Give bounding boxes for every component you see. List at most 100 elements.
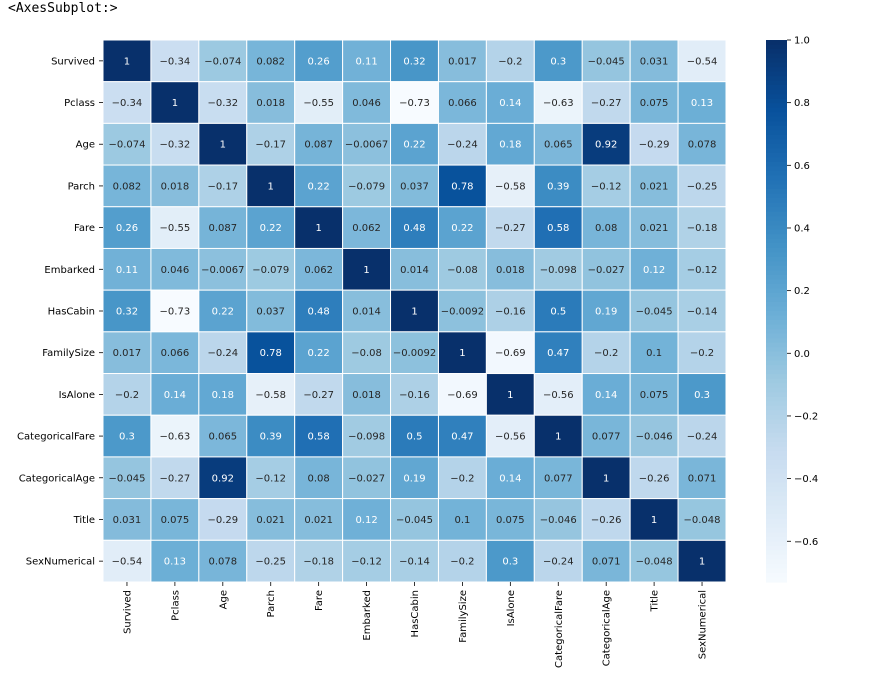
colorbar-segment bbox=[766, 270, 787, 276]
cell-annotation: −0.58 bbox=[495, 181, 526, 192]
colorbar-segment bbox=[766, 563, 787, 570]
cell-annotation: 0.5 bbox=[407, 432, 423, 443]
colorbar-segment bbox=[766, 112, 787, 118]
colorbar-segment bbox=[766, 559, 787, 565]
cell-annotation: −0.048 bbox=[636, 557, 673, 568]
colorbar-segment bbox=[766, 98, 787, 104]
heatmap-cell bbox=[198, 122, 248, 166]
cell-annotation: 0.92 bbox=[595, 140, 617, 151]
cell-annotation: −0.046 bbox=[636, 432, 673, 443]
colorbar-segment bbox=[766, 166, 787, 172]
cell-annotation: 0.22 bbox=[212, 307, 234, 318]
colorbar-segment bbox=[766, 49, 787, 55]
heatmap-cell bbox=[533, 498, 583, 541]
y-tick-label: Embarked bbox=[44, 265, 95, 276]
cell-annotation: 0.071 bbox=[592, 557, 621, 568]
colorbar-segment bbox=[766, 175, 787, 181]
cell-annotation: −0.098 bbox=[540, 265, 577, 276]
cell-annotation: 0.014 bbox=[352, 307, 381, 318]
cell-annotation: −0.12 bbox=[591, 181, 622, 192]
cell-annotation: −0.56 bbox=[543, 390, 574, 401]
heatmap-cell bbox=[294, 122, 344, 166]
colorbar-segment bbox=[766, 220, 787, 226]
colorbar-segment bbox=[766, 577, 787, 583]
heatmap-cell bbox=[581, 247, 631, 291]
heatmap-cell bbox=[485, 39, 535, 83]
colorbar-segment bbox=[766, 527, 787, 533]
cell-annotation: 0.3 bbox=[550, 56, 566, 67]
heatmap-cell bbox=[629, 539, 679, 583]
x-tick-label: Pclass bbox=[170, 590, 181, 621]
colorbar-tick-label: −0.4 bbox=[794, 474, 818, 485]
colorbar-tick-label: 1.0 bbox=[794, 36, 810, 47]
heatmap-cell bbox=[677, 498, 727, 541]
colorbar-segment bbox=[766, 103, 787, 109]
colorbar-segment bbox=[766, 229, 787, 235]
heatmap-cell bbox=[437, 122, 487, 166]
cell-annotation: −0.27 bbox=[591, 98, 622, 109]
colorbar-segment bbox=[766, 496, 787, 502]
x-tick-label: SexNumerical bbox=[698, 590, 709, 659]
heatmap-cell bbox=[102, 456, 152, 500]
cell-annotation: 0.021 bbox=[640, 223, 669, 234]
heatmap-cell bbox=[581, 498, 631, 541]
colorbar-segment bbox=[766, 243, 787, 249]
cell-annotation: −0.2 bbox=[450, 557, 474, 568]
cell-annotation: −0.0092 bbox=[441, 307, 484, 318]
colorbar-segment bbox=[766, 198, 787, 204]
x-tick-label: Title bbox=[650, 590, 661, 612]
cell-annotation: −0.27 bbox=[495, 223, 526, 234]
heatmap-cell bbox=[390, 39, 439, 83]
cell-annotation: 0.11 bbox=[355, 56, 377, 67]
x-tick-label: HasCabin bbox=[410, 590, 421, 637]
y-tick-label: IsAlone bbox=[59, 390, 95, 401]
heatmap-cell bbox=[390, 498, 439, 541]
cell-annotation: −0.08 bbox=[447, 265, 478, 276]
colorbar-segment bbox=[766, 256, 787, 262]
y-tick-label: Pclass bbox=[64, 98, 95, 109]
colorbar-segment bbox=[766, 514, 787, 520]
colorbar-segment bbox=[766, 152, 787, 159]
cell-annotation: 1 bbox=[459, 348, 465, 359]
colorbar-segment bbox=[766, 40, 787, 46]
cell-annotation: −0.18 bbox=[687, 223, 718, 234]
heatmap-cell bbox=[246, 539, 296, 583]
cell-annotation: 0.082 bbox=[113, 181, 142, 192]
colorbar-segment bbox=[766, 58, 787, 64]
heatmap-cell bbox=[198, 331, 248, 375]
cell-annotation: −0.55 bbox=[303, 98, 334, 109]
cell-annotation: −0.55 bbox=[160, 223, 191, 234]
heatmap-cell bbox=[342, 206, 392, 249]
colorbar-segment bbox=[766, 125, 787, 131]
x-tick-label: Fare bbox=[314, 590, 325, 611]
colorbar-segment bbox=[766, 279, 787, 285]
colorbar-segment bbox=[766, 469, 787, 475]
heatmap-cell bbox=[581, 539, 631, 583]
cell-annotation: −0.079 bbox=[348, 181, 385, 192]
heatmap-cell bbox=[581, 81, 631, 124]
colorbar-segment bbox=[766, 568, 787, 574]
cell-annotation: 1 bbox=[555, 432, 561, 443]
cell-annotation: −0.29 bbox=[207, 515, 238, 526]
x-tick-label: FamilySize bbox=[458, 590, 469, 643]
heatmap-cell bbox=[198, 373, 248, 416]
cell-annotation: 1 bbox=[268, 181, 274, 192]
colorbar-segment bbox=[766, 545, 787, 551]
cell-annotation: 0.14 bbox=[499, 473, 521, 484]
cell-annotation: 0.066 bbox=[161, 348, 190, 359]
cell-annotation: 0.046 bbox=[161, 265, 190, 276]
colorbar-segment bbox=[766, 265, 787, 271]
colorbar-segment bbox=[766, 211, 787, 217]
colorbar-segment bbox=[766, 207, 787, 213]
colorbar-segment bbox=[766, 306, 787, 312]
cell-annotation: −0.24 bbox=[687, 432, 718, 443]
colorbar-segment bbox=[766, 247, 787, 253]
heatmap-cell bbox=[437, 539, 487, 583]
colorbar-segment bbox=[766, 157, 787, 163]
cell-annotation: 0.071 bbox=[688, 473, 717, 484]
heatmap-cell bbox=[246, 331, 296, 375]
cell-annotation: 0.58 bbox=[547, 223, 569, 234]
cell-annotation: 0.018 bbox=[496, 265, 525, 276]
colorbar-segment bbox=[766, 85, 787, 91]
